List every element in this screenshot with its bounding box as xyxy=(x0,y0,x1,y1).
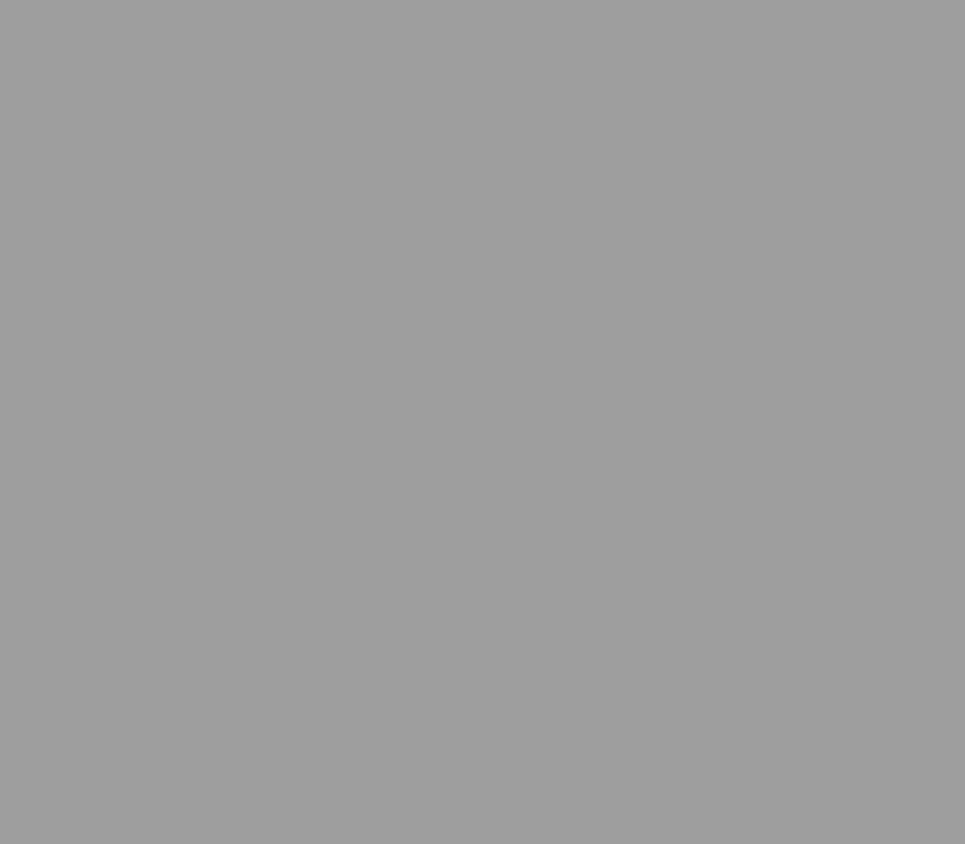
Text: $X_C =$: $X_C =$ xyxy=(475,601,543,632)
Text: R: R xyxy=(950,280,965,314)
Text: 1: 1 xyxy=(627,558,648,587)
Text: $X_L = \omega L$: $X_L = \omega L$ xyxy=(810,154,919,209)
Text: Z: Z xyxy=(351,41,380,78)
Text: Figure (2): Impedance or Reactance Curves: Figure (2): Impedance or Reactance Curve… xyxy=(126,782,839,810)
Text: $\omega$ C: $\omega$ C xyxy=(609,639,668,668)
Text: Impedance: Impedance xyxy=(2,148,30,327)
Text: $\omega$: $\omega$ xyxy=(906,392,934,425)
